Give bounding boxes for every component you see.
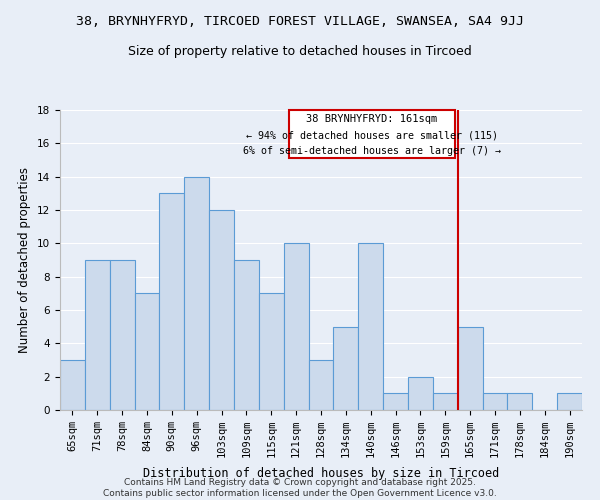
Bar — [85, 260, 110, 410]
Text: Size of property relative to detached houses in Tircoed: Size of property relative to detached ho… — [128, 45, 472, 58]
Bar — [408, 376, 433, 410]
Text: Distribution of detached houses by size in Tircoed: Distribution of detached houses by size … — [143, 467, 499, 480]
Y-axis label: Number of detached properties: Number of detached properties — [19, 167, 31, 353]
Bar — [110, 260, 134, 410]
Bar — [160, 194, 184, 410]
Bar — [557, 394, 582, 410]
Bar — [184, 176, 209, 410]
Bar — [358, 244, 383, 410]
Bar — [508, 394, 532, 410]
Bar — [308, 360, 334, 410]
Text: ← 94% of detached houses are smaller (115): ← 94% of detached houses are smaller (11… — [246, 130, 498, 140]
Bar — [284, 244, 308, 410]
Bar — [383, 394, 408, 410]
Bar — [482, 394, 508, 410]
Bar — [134, 294, 160, 410]
Bar — [259, 294, 284, 410]
Text: Contains HM Land Registry data © Crown copyright and database right 2025.
Contai: Contains HM Land Registry data © Crown c… — [103, 478, 497, 498]
Text: 6% of semi-detached houses are larger (7) →: 6% of semi-detached houses are larger (7… — [243, 146, 501, 156]
FancyBboxPatch shape — [289, 110, 455, 158]
Bar — [334, 326, 358, 410]
Bar — [60, 360, 85, 410]
Bar — [458, 326, 482, 410]
Bar — [433, 394, 458, 410]
Text: 38 BRYNHYFRYD: 161sqm: 38 BRYNHYFRYD: 161sqm — [307, 114, 437, 124]
Bar — [209, 210, 234, 410]
Text: 38, BRYNHYFRYD, TIRCOED FOREST VILLAGE, SWANSEA, SA4 9JJ: 38, BRYNHYFRYD, TIRCOED FOREST VILLAGE, … — [76, 15, 524, 28]
Bar — [234, 260, 259, 410]
